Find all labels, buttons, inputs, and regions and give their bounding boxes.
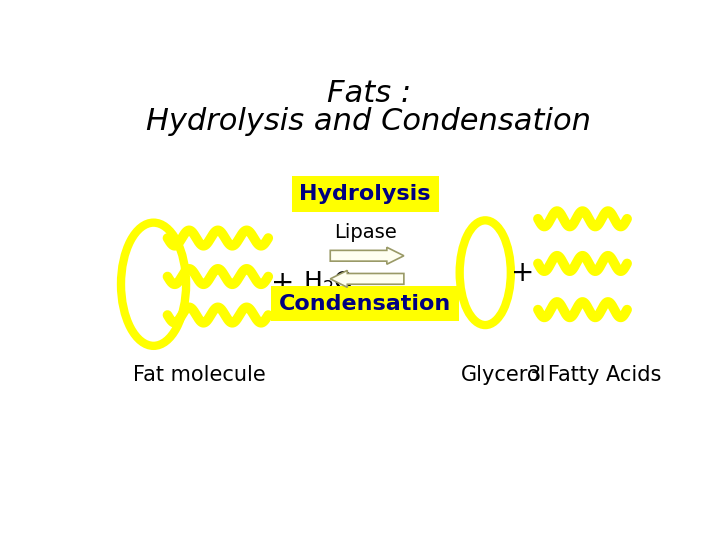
Text: Condensation: Condensation: [279, 294, 451, 314]
Text: +: +: [510, 259, 534, 287]
FancyArrow shape: [330, 247, 404, 264]
Text: Lipase: Lipase: [334, 223, 397, 242]
Text: +: +: [271, 269, 294, 296]
Text: H$_2$O: H$_2$O: [303, 269, 354, 296]
Text: Glycerol: Glycerol: [461, 365, 546, 385]
Text: Hydrolysis and Condensation: Hydrolysis and Condensation: [146, 107, 592, 136]
Text: Hydrolysis: Hydrolysis: [300, 184, 431, 204]
Text: Fat molecule: Fat molecule: [132, 365, 266, 385]
FancyArrow shape: [330, 271, 404, 287]
Text: 3 Fatty Acids: 3 Fatty Acids: [528, 365, 661, 385]
Text: Fats :: Fats :: [327, 79, 411, 107]
